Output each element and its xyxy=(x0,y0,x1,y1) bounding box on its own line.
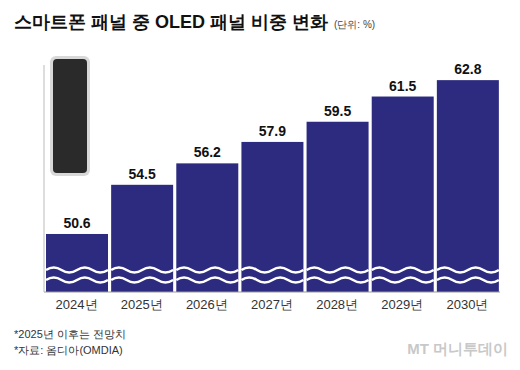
svg-text:2027년: 2027년 xyxy=(251,297,293,312)
svg-text:54.5: 54.5 xyxy=(129,166,156,182)
html-text:*2025년 이후는 전망치: *2025년 이후는 전망치 xyxy=(14,328,126,340)
svg-text:56.2: 56.2 xyxy=(194,144,221,160)
svg-text:2026년: 2026년 xyxy=(186,297,228,312)
svg-text:2029년: 2029년 xyxy=(381,297,423,312)
svg-text:2028년: 2028년 xyxy=(316,297,358,312)
html-text:*자료: 옴디아(OMDIA): *자료: 옴디아(OMDIA) xyxy=(14,344,123,356)
html-text:MT 머니투데이: MT 머니투데이 xyxy=(407,340,508,357)
svg-text:57.9: 57.9 xyxy=(259,123,286,139)
svg-text:59.5: 59.5 xyxy=(324,103,351,119)
html-text:스마트폰 패널 중 OLED 패널 비중 변화 (단위: %: 스마트폰 패널 중 OLED 패널 비중 변화 (단위: %) xyxy=(14,12,376,32)
svg-text:61.5: 61.5 xyxy=(389,78,416,94)
svg-text:62.8: 62.8 xyxy=(454,61,481,77)
svg-text:50.6: 50.6 xyxy=(63,215,90,231)
svg-text:2024년: 2024년 xyxy=(56,297,98,312)
svg-text:2030년: 2030년 xyxy=(446,297,488,312)
svg-text:2025년: 2025년 xyxy=(121,297,163,312)
